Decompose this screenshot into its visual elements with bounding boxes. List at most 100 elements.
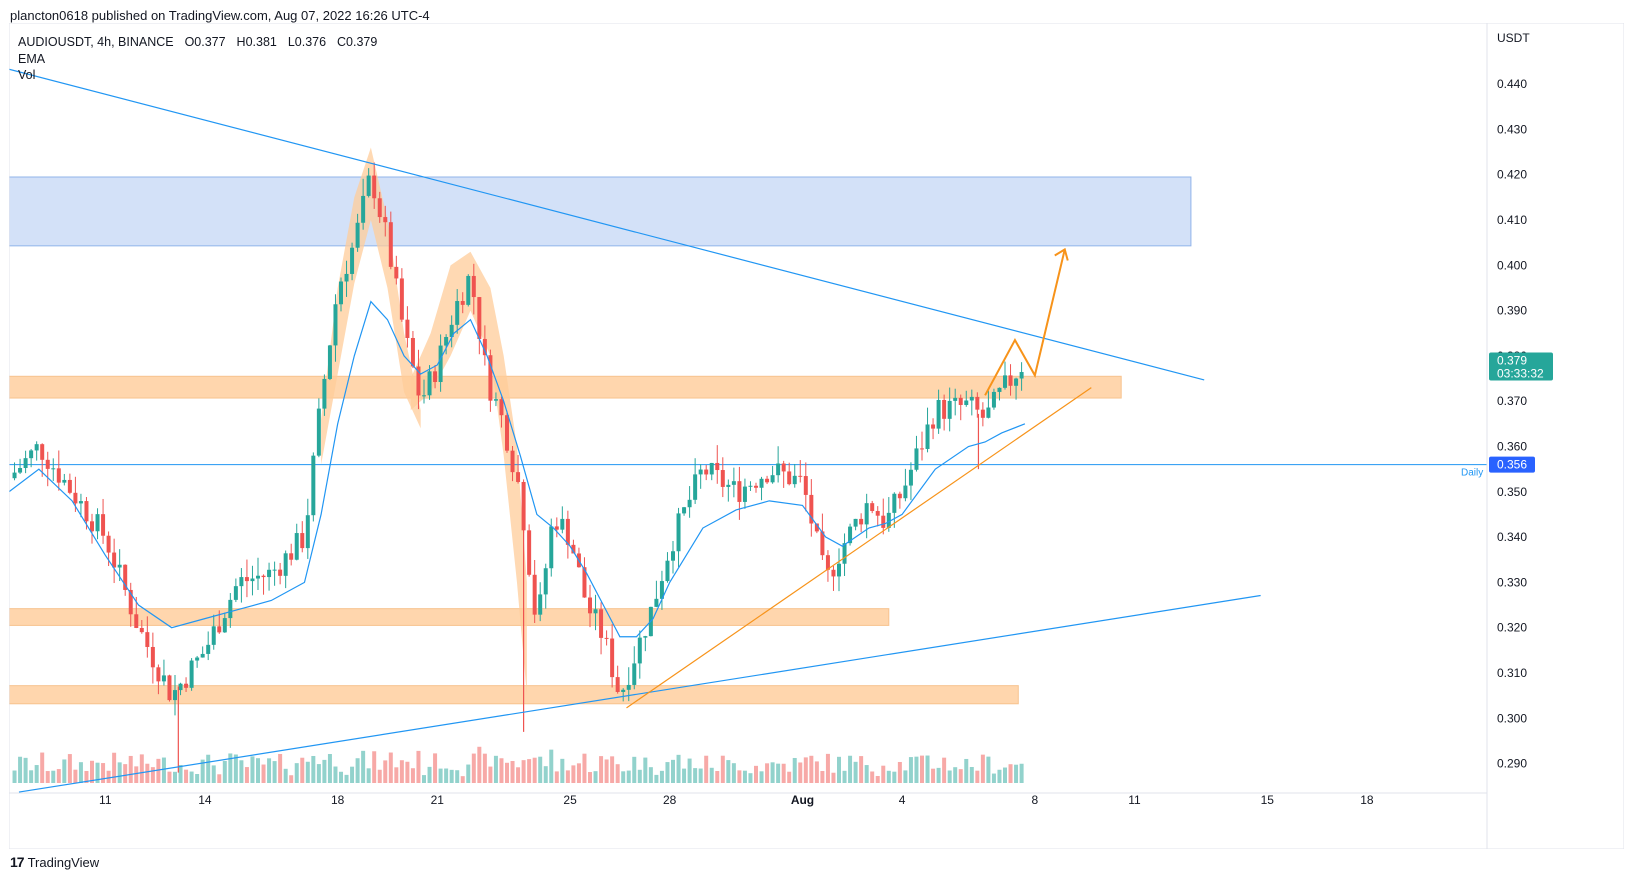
candle-body	[173, 690, 177, 701]
candle-body	[770, 475, 775, 483]
trendline-layer	[9, 68, 1261, 793]
volume-bar	[433, 753, 438, 783]
chart-panel[interactable]: Daily USDT 0.440 0.430 0.420 0.410 0.400 0.390…	[9, 23, 1624, 849]
volume-bar	[200, 759, 205, 783]
y-tick-label: 0.440	[1497, 77, 1527, 91]
chart-svg[interactable]: Daily USDT0.4400.4300.4200.4100.4000.390…	[9, 23, 1624, 849]
candle-body	[632, 663, 637, 685]
volume-bar	[809, 755, 814, 783]
volume-bar	[228, 753, 233, 783]
y-tick-label: 0.290	[1497, 757, 1527, 771]
candle-body	[112, 552, 117, 568]
candle-body	[848, 526, 853, 544]
volume-bar	[256, 758, 260, 783]
candle-body	[339, 281, 343, 305]
candle-body	[565, 518, 570, 545]
volume-bar	[294, 763, 299, 783]
trendline-0	[9, 68, 1205, 381]
ema-layer	[9, 300, 1026, 638]
candle-body	[659, 581, 664, 599]
candle-body	[294, 533, 299, 560]
candle-body	[842, 543, 847, 564]
volume-bar	[571, 765, 576, 783]
candle-body	[261, 575, 266, 578]
candle-body	[803, 476, 808, 495]
volume-bar	[156, 758, 161, 783]
volume-bar	[117, 762, 122, 783]
candle-body	[493, 399, 498, 401]
candle-body	[300, 533, 305, 549]
volume-bar	[405, 761, 410, 783]
volume-bar	[305, 761, 310, 783]
volume-bar	[40, 752, 45, 783]
candle-body	[466, 275, 471, 305]
candle-body	[671, 551, 675, 561]
volume-bar	[372, 751, 377, 783]
candle-body	[731, 481, 736, 485]
volume-bar	[410, 768, 415, 783]
candle-body	[305, 515, 310, 549]
volume-bar	[244, 767, 249, 783]
volume-bar	[23, 757, 28, 783]
volume-bar	[134, 766, 139, 783]
candle-body	[283, 553, 288, 576]
volume-bar	[538, 756, 543, 783]
volume-bar	[549, 749, 554, 783]
candle-body	[145, 632, 150, 647]
candle-body	[654, 598, 659, 607]
volume-bar	[510, 761, 515, 783]
volume-bar	[239, 760, 244, 783]
x-tick-label: Aug	[791, 793, 814, 807]
volume-bar	[704, 755, 709, 783]
candle-body	[333, 304, 338, 346]
candle-body	[798, 475, 803, 477]
volume-bar	[897, 761, 902, 783]
candle-body	[361, 195, 366, 223]
candle-body	[499, 399, 504, 416]
candle-body	[95, 514, 100, 532]
volume-bar	[610, 756, 615, 783]
chart-border	[9, 23, 1624, 849]
candle-body	[610, 638, 615, 678]
volume-bar	[272, 761, 277, 783]
volume-bar	[554, 771, 559, 783]
candle-body	[23, 458, 28, 469]
x-tick-label: 18	[331, 793, 345, 807]
volume-bar	[106, 770, 111, 783]
candle-body	[372, 175, 377, 199]
candle-body	[388, 222, 393, 267]
candle-body	[737, 481, 742, 502]
candle-body	[715, 462, 720, 471]
candle-body	[986, 407, 991, 418]
candle-body	[516, 472, 521, 482]
volume-bar	[859, 756, 864, 783]
candle-body	[34, 444, 39, 451]
volume-bar	[698, 768, 703, 783]
candle-body	[543, 568, 548, 595]
volume-bar	[123, 764, 128, 783]
candle-body	[953, 397, 958, 401]
candle-body	[942, 399, 947, 419]
legend-vol[interactable]: Vol	[18, 68, 36, 82]
candle-body	[964, 400, 969, 405]
volume-bar	[505, 762, 509, 783]
candle-body	[427, 371, 432, 396]
candle-body	[892, 493, 897, 513]
candle-body	[687, 499, 692, 508]
y-tick-label: 0.320	[1497, 621, 1527, 635]
volume-bar	[676, 754, 681, 783]
candle-body	[482, 338, 487, 356]
volume-bar	[444, 768, 449, 783]
volume-bar	[62, 759, 67, 783]
legend-ema[interactable]: EMA	[18, 51, 46, 66]
candle-body	[278, 569, 283, 576]
publisher-header: plancton0618 published on TradingView.co…	[10, 8, 430, 23]
candle-body	[1019, 372, 1024, 379]
x-tick-label: 15	[1261, 793, 1275, 807]
candle-body	[383, 217, 388, 223]
volume-bar	[914, 756, 919, 783]
candle-body	[438, 345, 443, 383]
candle-body	[820, 531, 825, 556]
volume-bar	[178, 764, 183, 783]
candle-body	[267, 569, 272, 578]
